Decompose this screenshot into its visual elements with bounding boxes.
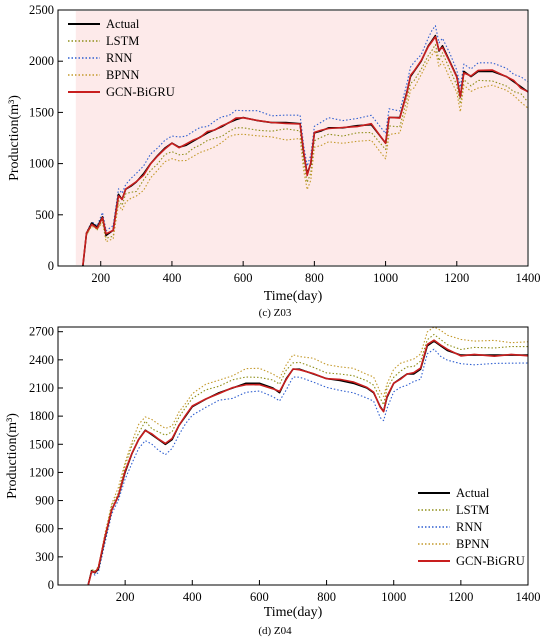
series-line-lstm [87, 333, 529, 586]
x-tick-label: 600 [250, 590, 269, 604]
plot-frame-d [57, 326, 529, 586]
series-line-bpnn [82, 49, 529, 267]
x-tick-label: 800 [305, 271, 324, 285]
legend-label: BPNN [106, 68, 139, 82]
y-tick-label: 1500 [29, 105, 54, 119]
x-tick-label: 200 [116, 590, 135, 604]
x-axis-title-c: Time(day) [264, 289, 323, 304]
x-tick-label: 1200 [444, 271, 469, 285]
x-tick-label: 800 [317, 590, 336, 604]
legend-label: GCN-BiGRU [456, 554, 525, 568]
y-tick-label: 1000 [29, 157, 54, 171]
x-tick-label: 1400 [516, 590, 541, 604]
y-tick-label: 2000 [29, 54, 54, 68]
y-tick-labels-d: 0 300 600 900 1200 1500 1800 2100 2400 2700 [29, 325, 54, 592]
x-tick-labels-c: 200 400 600 800 1000 1200 1400 [91, 271, 540, 285]
caption-c: (c) Z03 [259, 307, 292, 319]
series-line-lstm [82, 44, 529, 265]
y-tick-label: 2400 [29, 353, 54, 367]
panel-d-z04: 200 400 600 800 1000 1200 1400 0 300 600 900 1200 1… [5, 325, 541, 637]
x-tick-labels-d: 200 400 600 800 1000 1200 1400 [116, 590, 541, 604]
legend-c: Actual LSTM RNN BPNN GCN-BiGRU [68, 17, 175, 99]
x-axis-title-d: Time(day) [264, 605, 323, 620]
y-tick-label: 1800 [29, 409, 54, 423]
y-tick-label: 1500 [29, 437, 54, 451]
x-tick-label: 600 [234, 271, 253, 285]
x-tick-label: 1400 [516, 271, 541, 285]
y-axis-title-c: Production(m³) [7, 95, 22, 181]
caption-d: (d) Z04 [258, 625, 292, 637]
ticks-d [58, 331, 529, 586]
y-tick-label: 300 [35, 550, 54, 564]
y-tick-label: 0 [48, 259, 54, 273]
legend-label: Actual [456, 486, 490, 500]
series-c [82, 25, 529, 267]
legend-label: RNN [456, 520, 482, 534]
y-tick-label: 1200 [29, 465, 54, 479]
series-line-gcn-bigru [87, 339, 529, 586]
legend-d: Actual LSTM RNN BPNN GCN-BiGRU [418, 486, 525, 568]
y-tick-label: 2500 [29, 3, 54, 17]
legend-label: RNN [106, 51, 132, 65]
y-tick-label: 900 [35, 494, 54, 508]
y-tick-label: 600 [35, 522, 54, 536]
y-tick-label: 500 [35, 208, 54, 222]
x-tick-label: 1000 [373, 271, 398, 285]
y-tick-label: 2100 [29, 381, 54, 395]
plot-frame-c [57, 9, 529, 267]
panel-c-z03: 200 400 600 800 1000 1200 1400 0 500 1000 1500 200… [7, 3, 541, 319]
x-tick-label: 1000 [381, 590, 406, 604]
y-tick-label: 2700 [29, 325, 54, 339]
legend-label: Actual [106, 17, 140, 31]
legend-label: GCN-BiGRU [106, 85, 175, 99]
legend-label: LSTM [456, 503, 489, 517]
x-tick-label: 400 [163, 271, 182, 285]
y-tick-label: 0 [48, 578, 54, 592]
legend-label: LSTM [106, 34, 139, 48]
series-line-gcn-bigru [82, 35, 529, 266]
legend-label: BPNN [456, 537, 489, 551]
x-tick-label: 1200 [448, 590, 473, 604]
series-d [87, 326, 529, 586]
x-tick-label: 400 [183, 590, 202, 604]
y-tick-labels-c: 0 500 1000 1500 2000 2500 [29, 3, 54, 273]
x-tick-label: 200 [91, 271, 110, 285]
series-line-bpnn [87, 326, 529, 586]
y-axis-title-d: Production(m³) [5, 413, 20, 499]
